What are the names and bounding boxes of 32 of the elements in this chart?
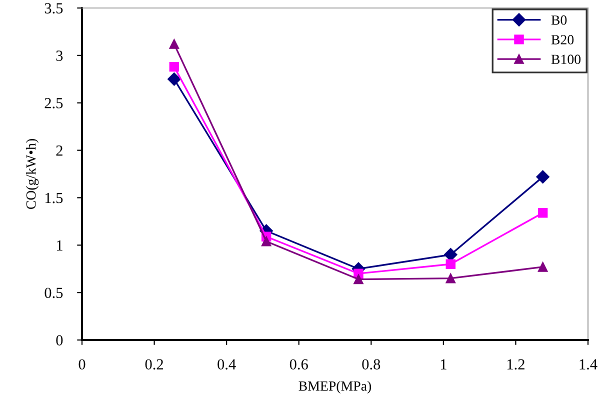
y-tick-label: 0 [56,335,63,346]
point [169,39,180,49]
x-tick-label: 0.4 [218,359,236,370]
point [538,262,548,272]
point [354,274,364,284]
y-tick-label: 0.5 [44,288,63,298]
point [168,72,181,86]
y-tick-label: 2.5 [44,98,63,108]
y-axis-title: CO(g/kW•h) [26,139,39,210]
y-tick-label: 1 [56,240,62,250]
x-tick-label: 0.6 [290,359,308,370]
legend-label: B100 [551,54,581,64]
x-tick-label: 0.8 [362,359,380,370]
point [446,273,456,284]
point [444,248,458,262]
legend-label: B0 [551,15,567,25]
x-tick-label: 1.2 [508,359,524,370]
x-tick-label: 0.2 [145,359,163,370]
point [538,208,548,218]
point [446,259,456,269]
y-tick-label: 2 [56,145,62,156]
point [169,62,180,72]
y-tick-label: 3.5 [44,3,63,14]
x-tick-label: 1 [440,359,446,370]
point [261,236,272,246]
y-tick-label: 1.5 [45,192,63,204]
x-axis-title: BMEP(MPa) [298,380,372,394]
y-tick-label: 3 [56,50,63,61]
x-tick-label: 0 [78,359,86,370]
point [536,170,550,184]
legend-label: B20 [551,35,574,44]
x-tick-label: 1.4 [580,359,598,370]
